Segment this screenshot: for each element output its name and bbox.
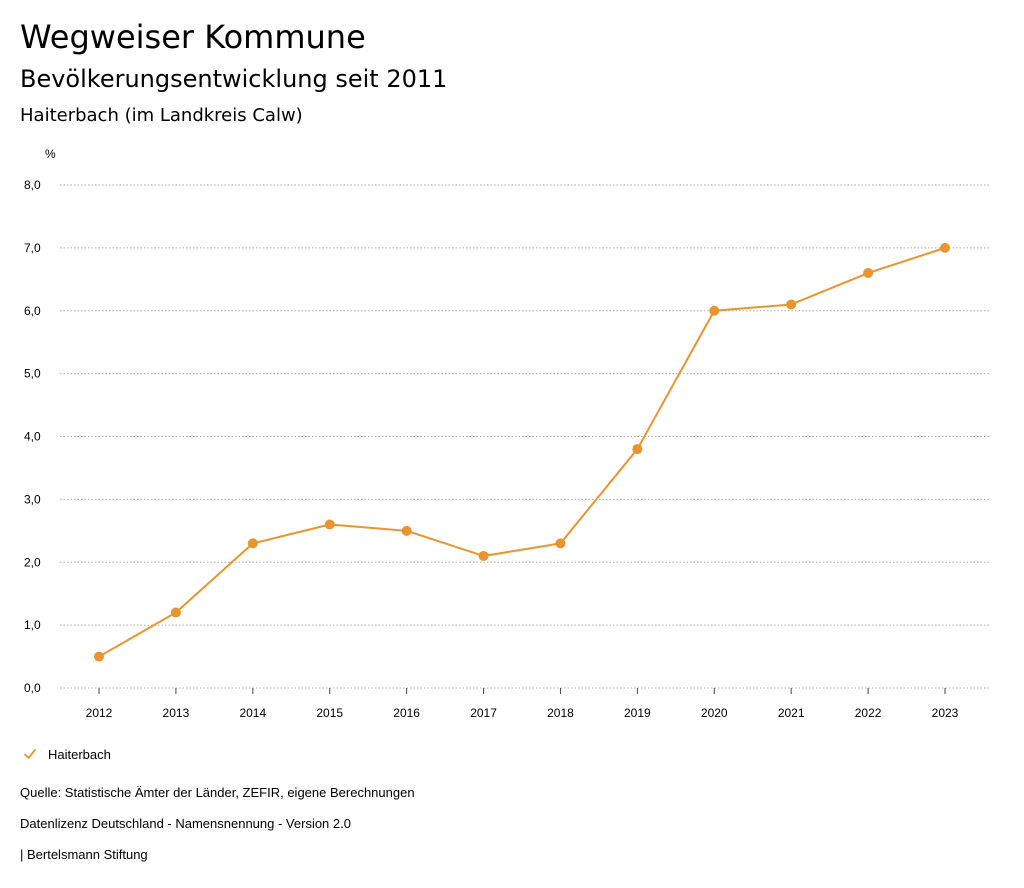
y-axis-unit-label: % [45,147,56,161]
data-point [555,538,566,549]
x-tick-label: 2022 [855,706,882,720]
source-note: Quelle: Statistische Ämter der Länder, Z… [20,785,415,800]
region-label: Haiterbach (im Landkreis Calw) [20,105,303,126]
x-tick-label: 2017 [470,706,497,720]
data-point [478,550,489,561]
x-tick-label: 2020 [701,706,728,720]
publisher-note: | Bertelsmann Stiftung [20,847,148,862]
check-icon [24,749,36,759]
legend-label: Haiterbach [48,746,111,762]
data-point [632,444,643,455]
license-note: Datenlizenz Deutschland - Namensnennung … [20,816,351,831]
data-point [940,242,950,253]
y-tick-label: 4,0 [24,430,41,444]
y-tick-label: 6,0 [24,304,41,318]
data-point [709,305,720,316]
chart-subtitle: Bevölkerungsentwicklung seit 2011 [20,65,448,93]
line-chart: % 0,0 1,0 2,0 3,0 4,0 5,0 6,0 7,0 8,0 2012 2013 2014… [24,147,991,720]
y-tick-label: 2,0 [24,555,41,569]
legend[interactable]: Haiterbach [22,744,111,764]
y-tick-label: 5,0 [24,367,41,381]
x-tick-label: 2019 [624,706,651,720]
x-tick-label: 2016 [393,706,420,720]
x-tick-label: 2021 [778,706,805,720]
x-tick-label: 2014 [239,706,266,720]
x-tick-label: 2012 [86,706,113,720]
y-tick-label: 1,0 [24,618,41,632]
data-point [94,651,104,662]
data-point [324,519,335,530]
y-tick-label: 0,0 [24,681,41,695]
data-point [170,607,181,618]
y-tick-label: 7,0 [24,241,41,255]
data-point [401,525,412,536]
series-line [98,246,946,658]
x-tick-label: 2023 [932,706,959,720]
x-tick-label: 2018 [547,706,574,720]
x-tick-label: 2013 [163,706,190,720]
page-title: Wegweiser Kommune [20,18,366,56]
y-tick-label: 3,0 [24,492,41,506]
data-point [247,538,258,549]
x-tick-label: 2015 [316,706,343,720]
y-tick-label: 8,0 [24,178,41,192]
data-point [786,299,797,310]
data-point [863,268,874,279]
